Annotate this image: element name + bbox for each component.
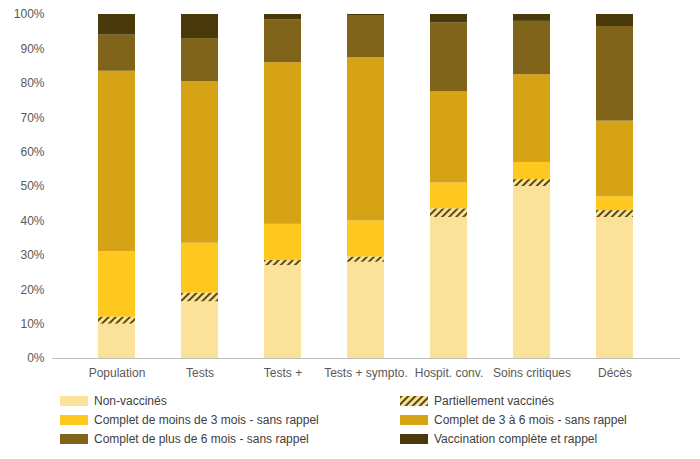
svg-text:40%: 40% <box>20 214 44 228</box>
svg-text:20%: 20% <box>20 283 44 297</box>
html-text:Vaccination complète et rappel: Vaccination complète et rappel <box>434 432 598 446</box>
svg-text:50%: 50% <box>20 179 44 193</box>
svg-text:Population: Population <box>89 366 146 380</box>
svg-text:90%: 90% <box>20 42 44 56</box>
svg-text:10%: 10% <box>20 317 44 331</box>
svg-text:Tests: Tests <box>186 366 214 380</box>
svg-text:30%: 30% <box>20 248 44 262</box>
svg-text:0%: 0% <box>27 351 45 365</box>
svg-text:80%: 80% <box>20 76 44 90</box>
html-text:Complet de moins de 3 mois - s: Complet de moins de 3 mois - sans rappel <box>94 413 319 427</box>
svg-text:Tests + sympto.: Tests + sympto. <box>324 366 408 380</box>
svg-text:Décès: Décès <box>598 366 632 380</box>
html-text:Complet de plus de 6 mois - sa: Complet de plus de 6 mois - sans rappel <box>94 432 309 446</box>
svg-text:Hospit. conv.: Hospit. conv. <box>415 366 483 380</box>
svg-text:Soins critiques: Soins critiques <box>493 366 571 380</box>
html-text:Complet de 3 à 6 mois - sans r: Complet de 3 à 6 mois - sans rappel <box>434 413 627 427</box>
html-text:Non-vaccinés: Non-vaccinés <box>94 394 167 408</box>
svg-text:60%: 60% <box>20 145 44 159</box>
svg-text:100%: 100% <box>14 7 45 21</box>
html-text:Partiellement vaccinés: Partiellement vaccinés <box>434 394 555 408</box>
svg-text:Tests +: Tests + <box>264 366 302 380</box>
svg-text:70%: 70% <box>20 111 44 125</box>
